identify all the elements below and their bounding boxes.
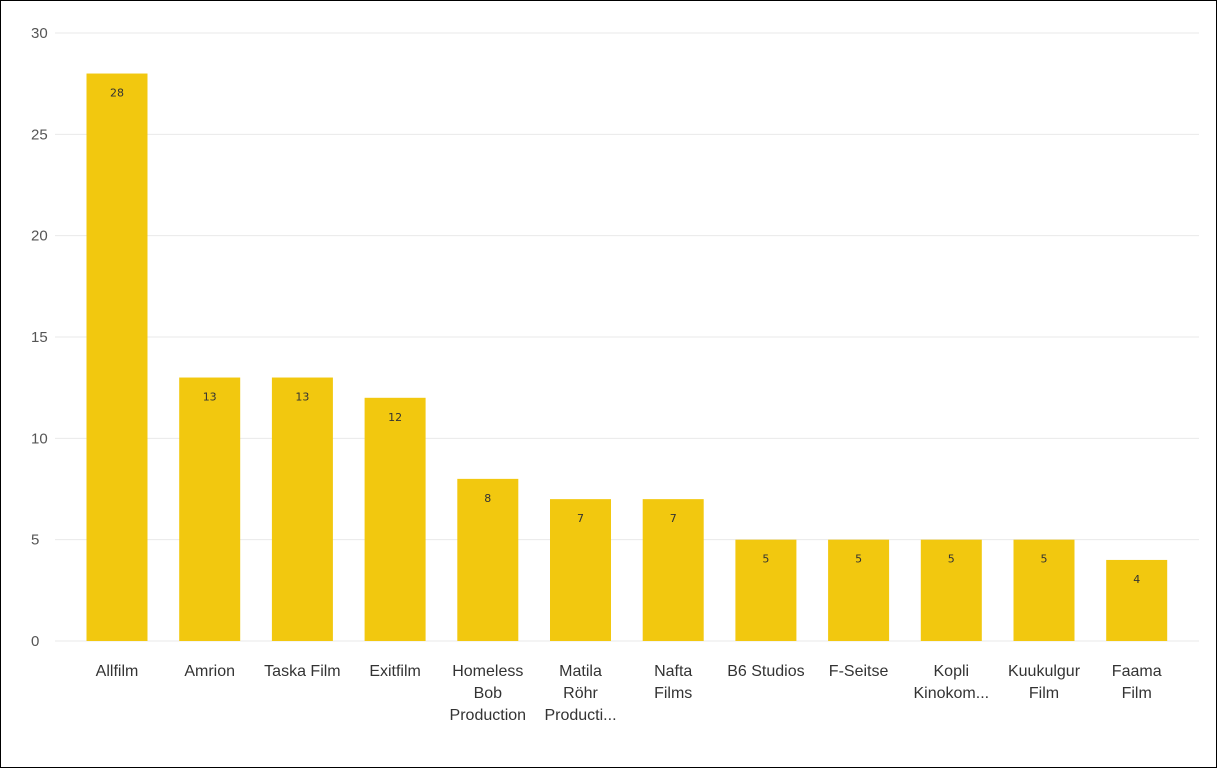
y-tick-label: 30 <box>31 25 48 42</box>
data-label: 5 <box>762 553 769 566</box>
data-label: 5 <box>948 553 955 566</box>
x-tick-label-line: Matila <box>559 663 602 680</box>
bar[interactable] <box>364 397 426 641</box>
data-label: 4 <box>1133 573 1140 586</box>
bar[interactable] <box>828 539 890 641</box>
y-tick-label: 10 <box>31 430 48 447</box>
y-tick-label: 20 <box>31 228 48 245</box>
x-tick-label-line: Film <box>1029 685 1059 702</box>
y-tick-label: 25 <box>31 126 48 143</box>
x-tick-label-line: Kinokom... <box>914 685 990 702</box>
data-label: 7 <box>670 512 677 525</box>
x-tick-label-line: Faama <box>1112 663 1162 680</box>
x-tick-label-line: Homeless <box>452 663 523 680</box>
data-label: 12 <box>388 411 402 424</box>
data-label: 28 <box>110 87 124 100</box>
x-tick-label-line: F-Seitse <box>829 663 889 680</box>
data-label: 7 <box>577 512 584 525</box>
data-label: 8 <box>484 492 491 505</box>
x-tick-label: Amrion <box>184 663 235 680</box>
y-tick-label: 15 <box>31 329 48 346</box>
data-label: 13 <box>295 391 309 404</box>
x-tick-label: F-Seitse <box>829 663 889 680</box>
x-tick-label: Nafta Films <box>654 663 692 702</box>
x-tick-label-line: Kuukulgur <box>1008 663 1081 680</box>
x-tick-label-line: Nafta <box>654 663 692 680</box>
data-label: 13 <box>203 391 217 404</box>
x-tick-label-line: Film <box>1122 685 1152 702</box>
bar[interactable] <box>1013 539 1075 641</box>
x-tick-label-line: Exitfilm <box>369 663 421 680</box>
x-tick-label-line: Kopli <box>934 663 970 680</box>
x-tick-label-line: Films <box>654 685 692 702</box>
bar[interactable] <box>735 539 797 641</box>
x-tick-label-line: Amrion <box>184 663 235 680</box>
data-label: 5 <box>1041 553 1048 566</box>
bar[interactable] <box>642 499 704 641</box>
y-tick-label: 0 <box>31 633 39 650</box>
x-tick-label: Homeless Bob Production <box>450 663 527 724</box>
x-tick-label: Exitfilm <box>369 663 421 680</box>
x-tick-label-line: Bob <box>474 685 503 702</box>
x-tick-label-line: Production <box>450 707 527 724</box>
bar[interactable] <box>1106 559 1168 641</box>
bar[interactable] <box>179 377 241 641</box>
data-label: 5 <box>855 553 862 566</box>
x-tick-label: Allfilm <box>96 663 139 680</box>
x-tick-label: Matila Röhr Producti... <box>544 663 616 724</box>
x-tick-label: Faama Film <box>1112 663 1162 702</box>
bar[interactable] <box>457 478 519 641</box>
bar[interactable] <box>271 377 333 641</box>
x-tick-label: B6 Studios <box>727 663 804 680</box>
x-tick-label: Kuukulgur Film <box>1008 663 1081 702</box>
bar[interactable] <box>550 499 611 641</box>
x-tick-label-line: Röhr <box>563 685 598 702</box>
x-tick-label-line: Producti... <box>544 707 616 724</box>
x-tick-label-line: B6 Studios <box>727 663 804 680</box>
x-tick-label-line: Taska Film <box>264 663 340 680</box>
bar[interactable] <box>86 73 148 642</box>
y-tick-label: 5 <box>31 532 39 549</box>
x-tick-label-line: Allfilm <box>96 663 139 680</box>
x-tick-label: Kopli Kinokom... <box>914 663 990 702</box>
bar[interactable] <box>920 539 982 641</box>
x-tick-label: Taska Film <box>264 663 340 680</box>
